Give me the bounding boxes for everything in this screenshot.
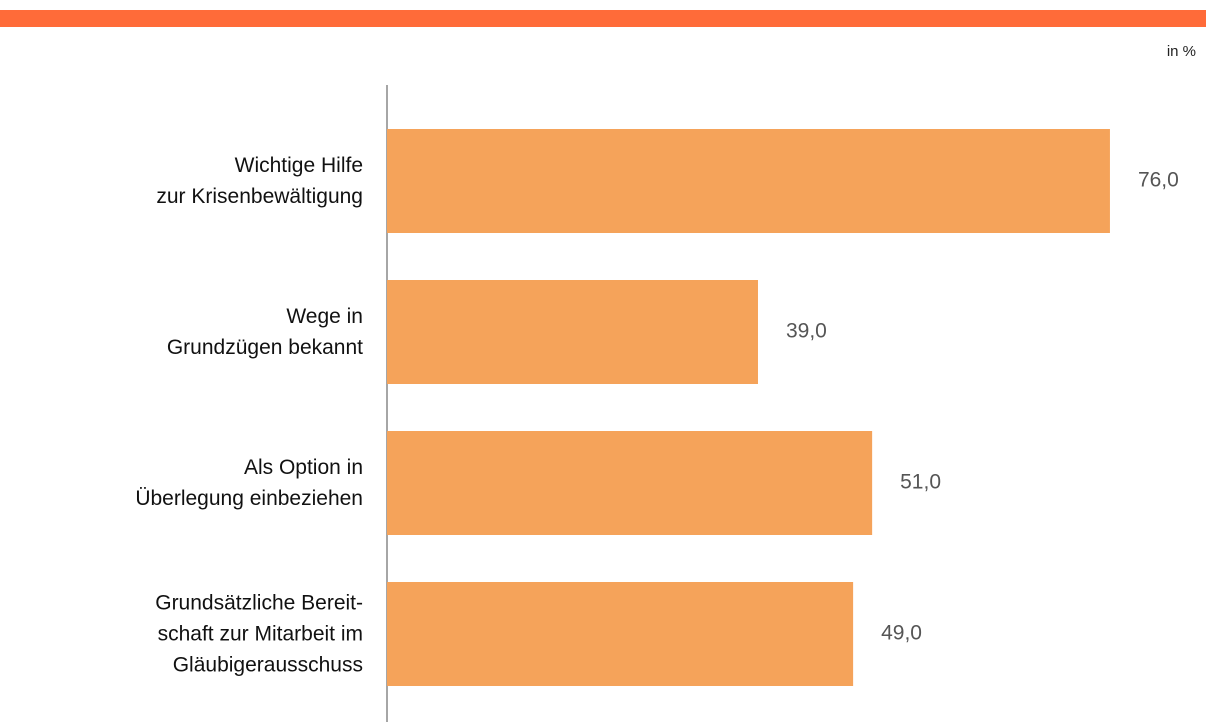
value-label: 51,0	[900, 471, 941, 494]
category-label: Wege in Grundzügen bekannt	[166, 305, 363, 359]
unit-label: in %	[1167, 43, 1196, 60]
bar	[387, 582, 854, 686]
category-label: Grundsätzliche Bereit- schaft zur Mitarb…	[155, 591, 363, 677]
category-label: Wichtige Hilfe zur Krisenbewältigung	[156, 154, 363, 208]
category-label: Als Option in Überlegung einbeziehen	[135, 456, 363, 510]
value-label: 76,0	[1138, 169, 1179, 192]
bar	[387, 431, 873, 535]
value-label: 39,0	[786, 320, 827, 343]
header-bar	[0, 10, 1206, 27]
bar	[387, 129, 1110, 233]
bar	[387, 280, 758, 384]
value-label: 49,0	[881, 622, 922, 645]
